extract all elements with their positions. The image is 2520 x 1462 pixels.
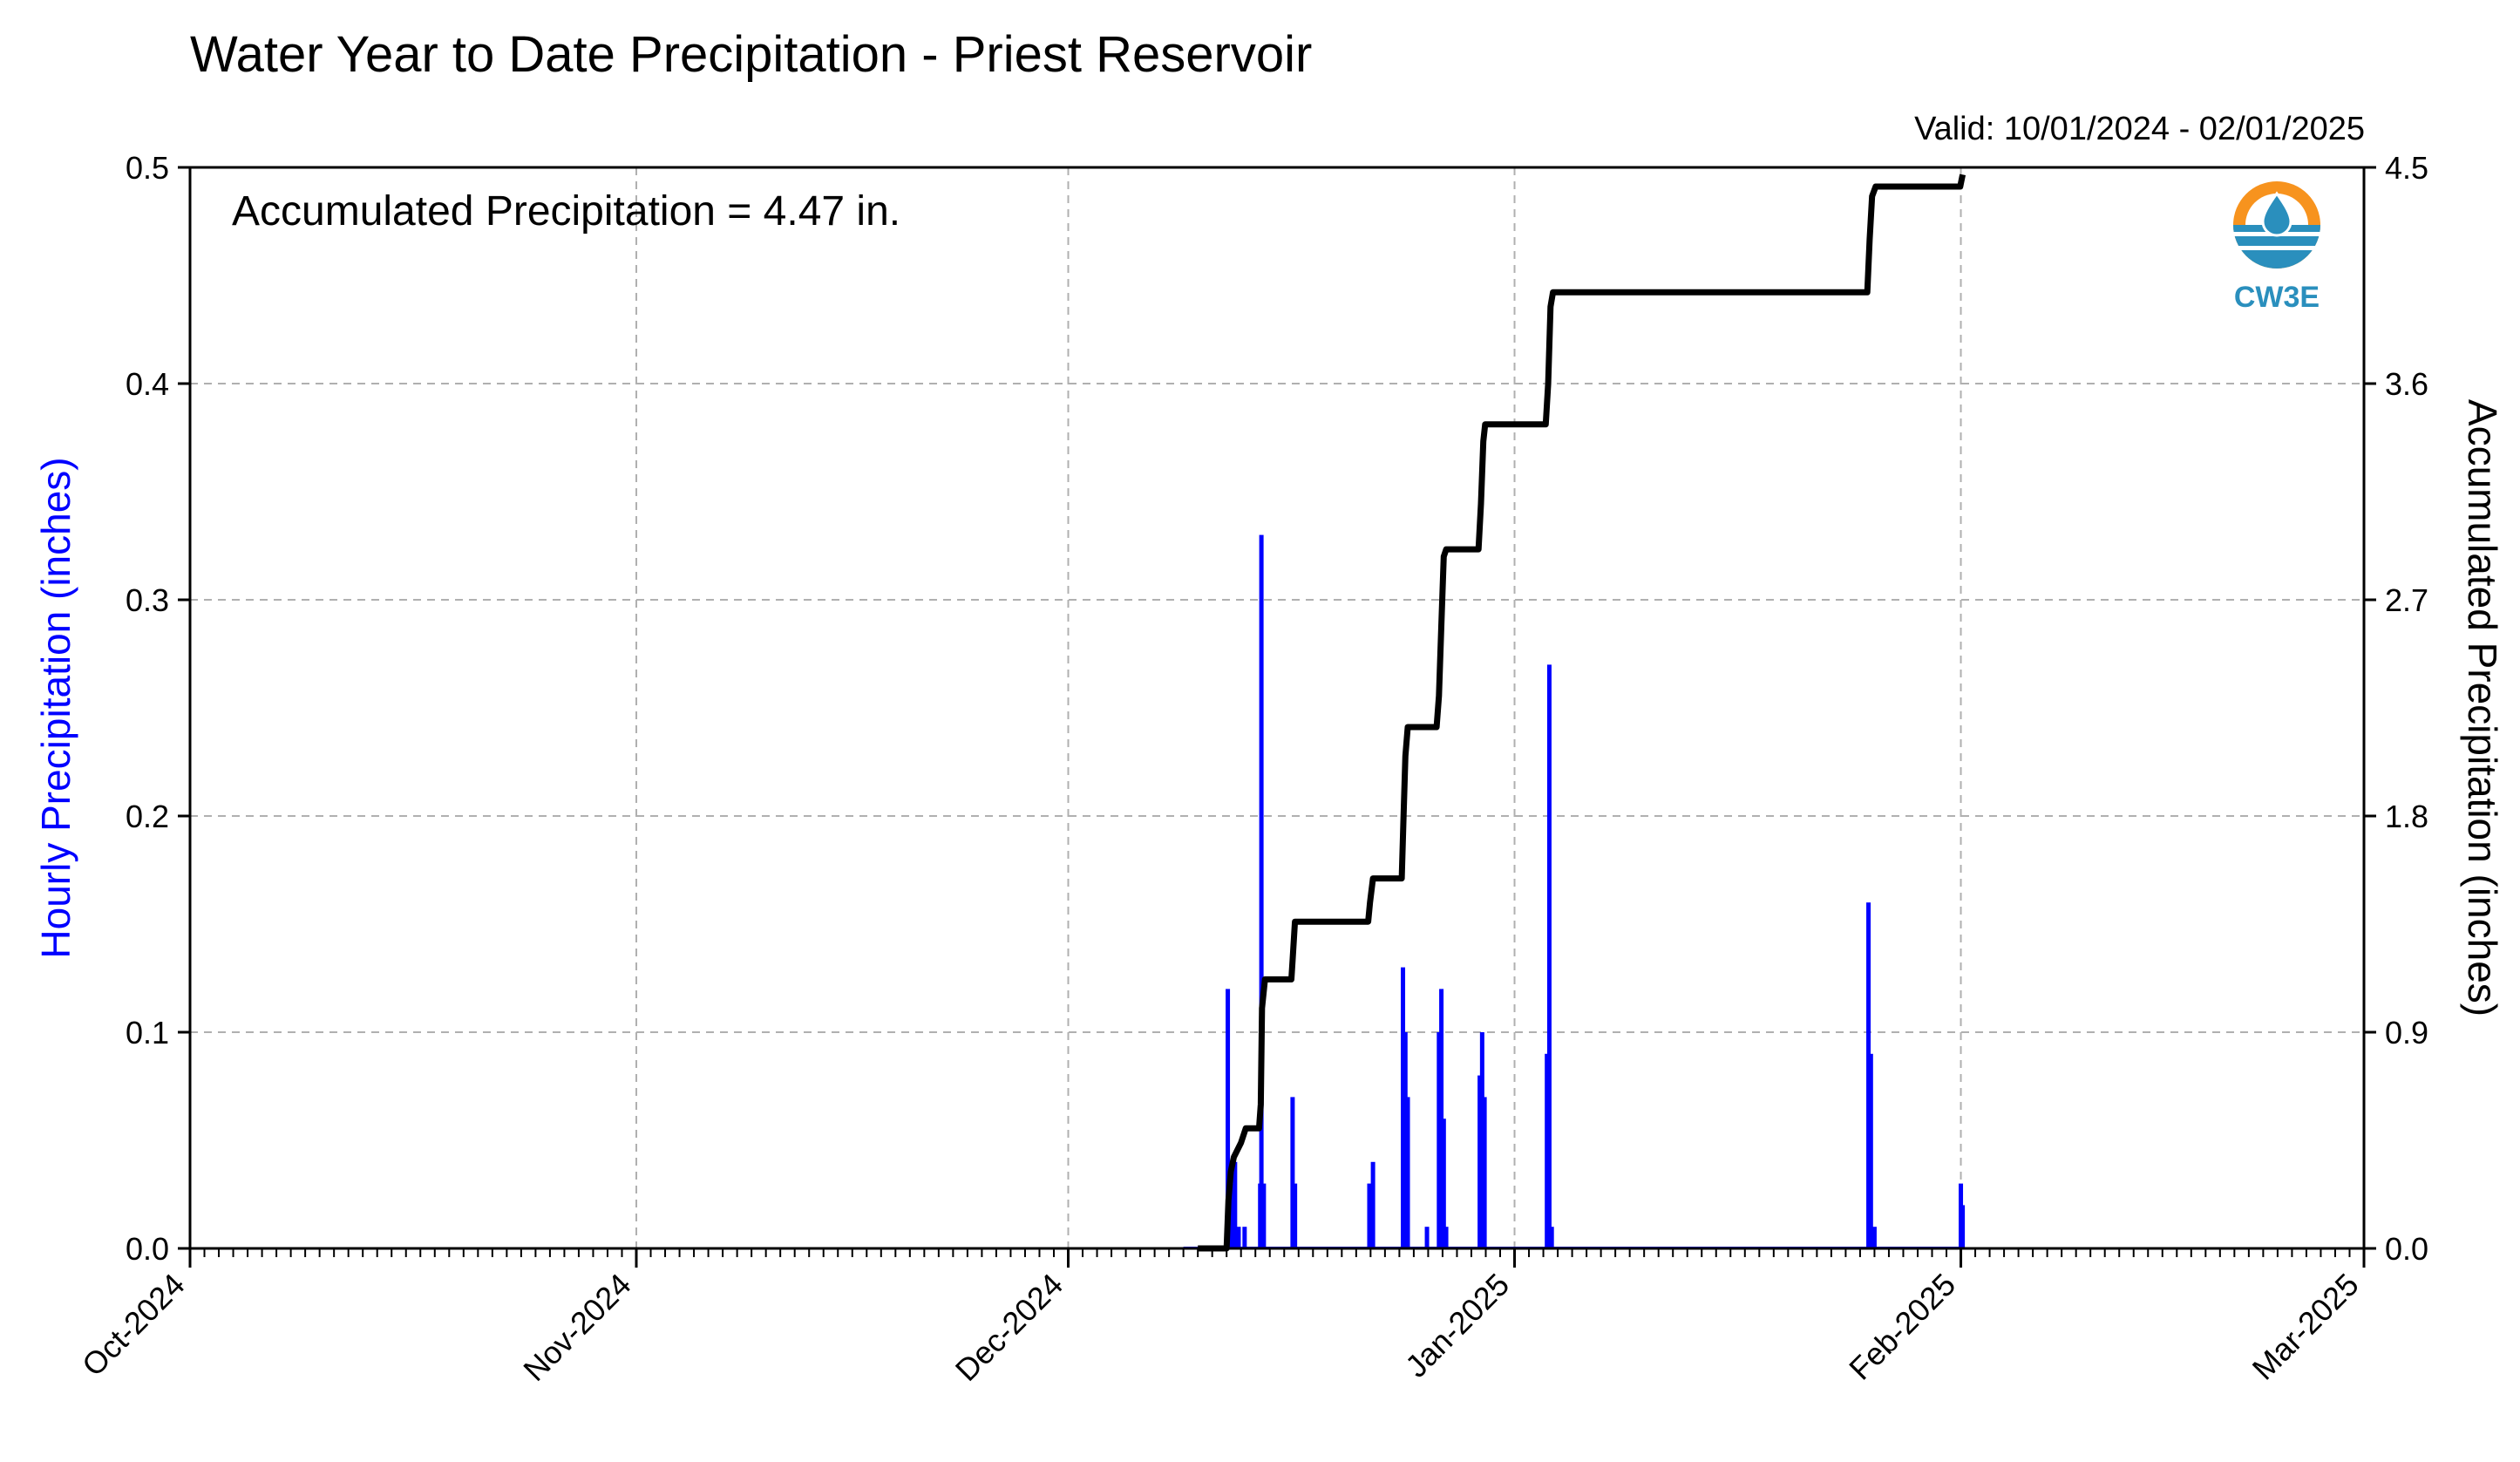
left-y-tick-label: 0.1 (126, 1015, 169, 1051)
hourly-precip-bar (1405, 1097, 1410, 1248)
accumulated-total-annotation: Accumulated Precipitation = 4.47 in. (232, 188, 900, 235)
hourly-precip-bar (1401, 967, 1406, 1248)
hourly-precip-bar (1261, 1183, 1267, 1248)
hourly-precip-bar (1226, 989, 1231, 1248)
chart-title: Water Year to Date Precipitation - Pries… (190, 26, 1312, 83)
hourly-precip-bar (1367, 1183, 1372, 1248)
hourly-precip-bar (1293, 1183, 1298, 1248)
right-y-tick-label: 3.6 (2385, 366, 2428, 402)
hourly-precip-bar (1439, 989, 1444, 1248)
hourly-precip-bar (1233, 1161, 1238, 1248)
left-y-tick-label: 0.3 (126, 582, 169, 618)
left-y-axis-label: Hourly Precipitation (inches) (33, 457, 78, 958)
left-y-axis: 0.0 0.1 0.2 0.3 0.4 0.5 (126, 150, 190, 1267)
x-tick-label: Oct-2024 (75, 1267, 192, 1384)
x-tick-label: Mar-2025 (2245, 1267, 2366, 1387)
right-y-tick-label: 0.0 (2385, 1231, 2428, 1267)
hourly-precip-bar (1479, 1032, 1484, 1248)
right-y-axis: 0.0 0.9 1.8 2.7 3.6 4.5 (2364, 150, 2428, 1267)
cw3e-logo: CW3E (2233, 181, 2320, 314)
hourly-precip-bar (1545, 1053, 1550, 1248)
hourly-precip-bar (1960, 1205, 1966, 1248)
x-tick-label: Nov-2024 (516, 1267, 637, 1388)
hourly-precip-bar (1403, 1032, 1408, 1248)
hourly-precip-bar (1866, 902, 1871, 1248)
accumulated-precip-line (1198, 173, 1966, 1252)
left-y-tick-label: 0.0 (126, 1231, 169, 1267)
cw3e-logo-mark (2233, 181, 2320, 269)
left-y-tick-label: 0.5 (126, 150, 169, 186)
hourly-precip-bar (1437, 1032, 1442, 1248)
right-y-axis-label: Accumulated Precipitation (inches) (2460, 399, 2505, 1017)
hourly-precip-bar (1370, 1161, 1375, 1248)
cw3e-logo-text: CW3E (2234, 281, 2320, 314)
right-y-tick-label: 1.8 (2385, 799, 2428, 834)
hourly-precip-bar (1871, 1227, 1877, 1248)
hourly-precip-bar (1290, 1097, 1295, 1248)
right-y-tick-label: 0.9 (2385, 1015, 2428, 1051)
hourly-precip-bar (1482, 1097, 1487, 1248)
valid-date-range: Valid: 10/01/2024 - 02/01/2025 (1914, 111, 2365, 147)
hourly-precip-bar (1242, 1227, 1247, 1248)
hourly-precip-bar (1424, 1227, 1430, 1248)
right-y-tick-label: 4.5 (2385, 150, 2428, 186)
left-y-tick-label: 0.4 (126, 366, 169, 402)
x-axis: Oct-2024 Nov-2024 Dec-2024 Jan-2025 Feb-2025… (75, 1248, 2366, 1388)
x-tick-label: Feb-2025 (1842, 1267, 1962, 1387)
hourly-precip-bar (1477, 1075, 1483, 1248)
hourly-precip-bar (1259, 534, 1264, 1248)
hourly-precip-bar (1868, 1053, 1873, 1248)
left-y-tick-label: 0.2 (126, 799, 169, 834)
hourly-precip-bar (1549, 1227, 1554, 1248)
plot-area-frame (188, 166, 2366, 1250)
gridlines (190, 167, 2364, 1248)
hourly-precip-bar (1230, 1183, 1235, 1248)
x-tick-label: Jan-2025 (1398, 1267, 1516, 1384)
hourly-precip-bars (1183, 534, 1966, 1248)
x-tick-label: Dec-2024 (948, 1267, 1070, 1388)
hourly-precip-bar (1546, 664, 1552, 1248)
hourly-precip-bar (1236, 1227, 1241, 1248)
hourly-precip-bar (1441, 1119, 1446, 1248)
hourly-precip-bar (1443, 1227, 1449, 1248)
right-y-tick-label: 2.7 (2385, 582, 2428, 618)
